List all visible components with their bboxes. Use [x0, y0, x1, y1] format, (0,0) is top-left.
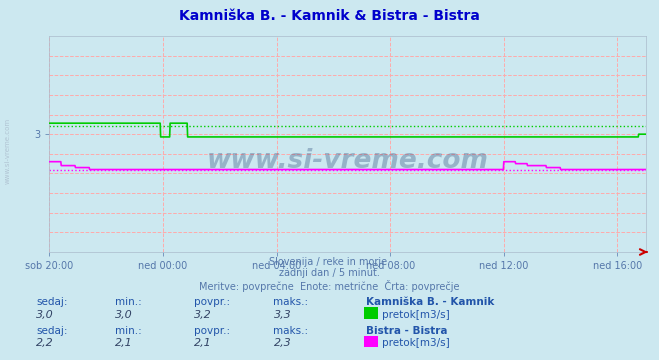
Text: 2,3: 2,3 — [273, 338, 291, 348]
Text: 2,1: 2,1 — [194, 338, 212, 348]
Text: 2,1: 2,1 — [115, 338, 133, 348]
Text: sedaj:: sedaj: — [36, 326, 68, 336]
Text: zadnji dan / 5 minut.: zadnji dan / 5 minut. — [279, 268, 380, 278]
Text: 2,2: 2,2 — [36, 338, 54, 348]
Text: min.:: min.: — [115, 326, 142, 336]
Text: povpr.:: povpr.: — [194, 297, 231, 307]
Text: 3,3: 3,3 — [273, 310, 291, 320]
Text: Bistra - Bistra: Bistra - Bistra — [366, 326, 447, 336]
Text: 3,0: 3,0 — [115, 310, 133, 320]
Text: Meritve: povprečne  Enote: metrične  Črta: povprečje: Meritve: povprečne Enote: metrične Črta:… — [199, 280, 460, 292]
Text: povpr.:: povpr.: — [194, 326, 231, 336]
Text: 3,2: 3,2 — [194, 310, 212, 320]
Text: maks.:: maks.: — [273, 326, 308, 336]
Text: www.si-vreme.com: www.si-vreme.com — [5, 118, 11, 184]
Text: 3,0: 3,0 — [36, 310, 54, 320]
Text: Slovenija / reke in morje.: Slovenija / reke in morje. — [269, 257, 390, 267]
Text: Kamniška B. - Kamnik: Kamniška B. - Kamnik — [366, 297, 494, 307]
Text: pretok[m3/s]: pretok[m3/s] — [382, 338, 450, 348]
Text: Kamniška B. - Kamnik & Bistra - Bistra: Kamniška B. - Kamnik & Bistra - Bistra — [179, 9, 480, 23]
Text: www.si-vreme.com: www.si-vreme.com — [207, 148, 488, 174]
Text: min.:: min.: — [115, 297, 142, 307]
Text: maks.:: maks.: — [273, 297, 308, 307]
Text: sedaj:: sedaj: — [36, 297, 68, 307]
Text: pretok[m3/s]: pretok[m3/s] — [382, 310, 450, 320]
